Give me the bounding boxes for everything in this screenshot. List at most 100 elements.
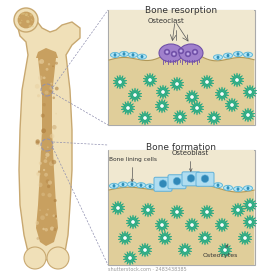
Circle shape	[246, 113, 250, 117]
PathPatch shape	[218, 243, 232, 257]
Circle shape	[39, 162, 42, 165]
Ellipse shape	[140, 183, 142, 187]
Circle shape	[128, 256, 132, 260]
Circle shape	[220, 92, 224, 96]
Circle shape	[243, 236, 247, 240]
Circle shape	[32, 25, 34, 27]
Ellipse shape	[109, 183, 119, 188]
Ellipse shape	[226, 186, 229, 190]
PathPatch shape	[241, 108, 255, 122]
Ellipse shape	[233, 52, 243, 57]
Circle shape	[146, 208, 150, 212]
Circle shape	[21, 20, 22, 21]
Text: Osteoblast: Osteoblast	[171, 150, 209, 171]
Ellipse shape	[226, 54, 229, 57]
Text: Osteoclast: Osteoclast	[148, 18, 184, 40]
Ellipse shape	[244, 52, 252, 57]
Circle shape	[48, 181, 52, 185]
Circle shape	[159, 180, 167, 188]
Circle shape	[161, 90, 165, 94]
Circle shape	[247, 114, 249, 116]
Circle shape	[176, 211, 178, 213]
Ellipse shape	[148, 185, 151, 188]
Circle shape	[18, 17, 20, 18]
Circle shape	[143, 116, 147, 120]
PathPatch shape	[18, 16, 80, 260]
PathPatch shape	[215, 218, 229, 232]
Circle shape	[46, 179, 50, 183]
PathPatch shape	[126, 215, 140, 229]
Circle shape	[50, 83, 53, 85]
Circle shape	[44, 159, 47, 163]
Circle shape	[149, 79, 151, 81]
Ellipse shape	[114, 53, 116, 57]
Ellipse shape	[224, 53, 232, 58]
Circle shape	[49, 161, 54, 166]
Circle shape	[147, 209, 149, 211]
Circle shape	[44, 90, 49, 95]
Circle shape	[36, 237, 39, 240]
PathPatch shape	[198, 231, 212, 245]
FancyBboxPatch shape	[182, 172, 200, 186]
Text: Bone formation: Bone formation	[146, 143, 216, 152]
Circle shape	[30, 13, 32, 16]
Circle shape	[117, 207, 119, 209]
PathPatch shape	[207, 111, 221, 125]
Circle shape	[206, 211, 208, 213]
Circle shape	[127, 107, 129, 109]
Circle shape	[47, 146, 49, 148]
Circle shape	[53, 97, 55, 99]
Circle shape	[32, 20, 33, 21]
Circle shape	[24, 247, 46, 269]
PathPatch shape	[155, 218, 169, 232]
Circle shape	[25, 15, 27, 16]
Circle shape	[40, 148, 43, 151]
Circle shape	[52, 125, 57, 130]
Circle shape	[38, 183, 43, 187]
Circle shape	[179, 116, 181, 118]
Ellipse shape	[246, 186, 249, 190]
Ellipse shape	[119, 182, 127, 187]
FancyBboxPatch shape	[108, 10, 255, 125]
Circle shape	[186, 53, 190, 55]
Circle shape	[36, 139, 40, 144]
Circle shape	[37, 94, 40, 97]
Circle shape	[205, 80, 209, 84]
Ellipse shape	[217, 183, 219, 187]
Circle shape	[35, 141, 40, 145]
Circle shape	[44, 173, 48, 177]
Circle shape	[50, 227, 54, 231]
Circle shape	[221, 224, 223, 226]
Circle shape	[25, 13, 28, 16]
Circle shape	[206, 81, 208, 83]
Circle shape	[38, 141, 42, 145]
Ellipse shape	[224, 185, 232, 190]
FancyBboxPatch shape	[168, 175, 186, 189]
Circle shape	[161, 224, 163, 226]
Circle shape	[46, 68, 48, 71]
Circle shape	[31, 19, 32, 20]
Circle shape	[49, 86, 54, 90]
Circle shape	[43, 169, 45, 171]
Circle shape	[160, 104, 164, 108]
Circle shape	[164, 49, 170, 55]
Circle shape	[47, 209, 49, 210]
PathPatch shape	[243, 215, 257, 229]
FancyBboxPatch shape	[196, 172, 214, 186]
Ellipse shape	[141, 55, 144, 59]
Circle shape	[133, 93, 137, 97]
Ellipse shape	[122, 52, 125, 56]
Circle shape	[144, 249, 146, 251]
Circle shape	[191, 224, 193, 226]
Circle shape	[52, 160, 56, 164]
Circle shape	[223, 248, 227, 252]
Ellipse shape	[131, 183, 133, 186]
Ellipse shape	[237, 187, 239, 191]
Circle shape	[47, 247, 69, 269]
Circle shape	[213, 117, 215, 119]
Circle shape	[193, 50, 197, 53]
Circle shape	[55, 215, 57, 218]
Circle shape	[118, 80, 122, 84]
Text: Osteocytes: Osteocytes	[202, 245, 238, 258]
Ellipse shape	[113, 184, 115, 188]
